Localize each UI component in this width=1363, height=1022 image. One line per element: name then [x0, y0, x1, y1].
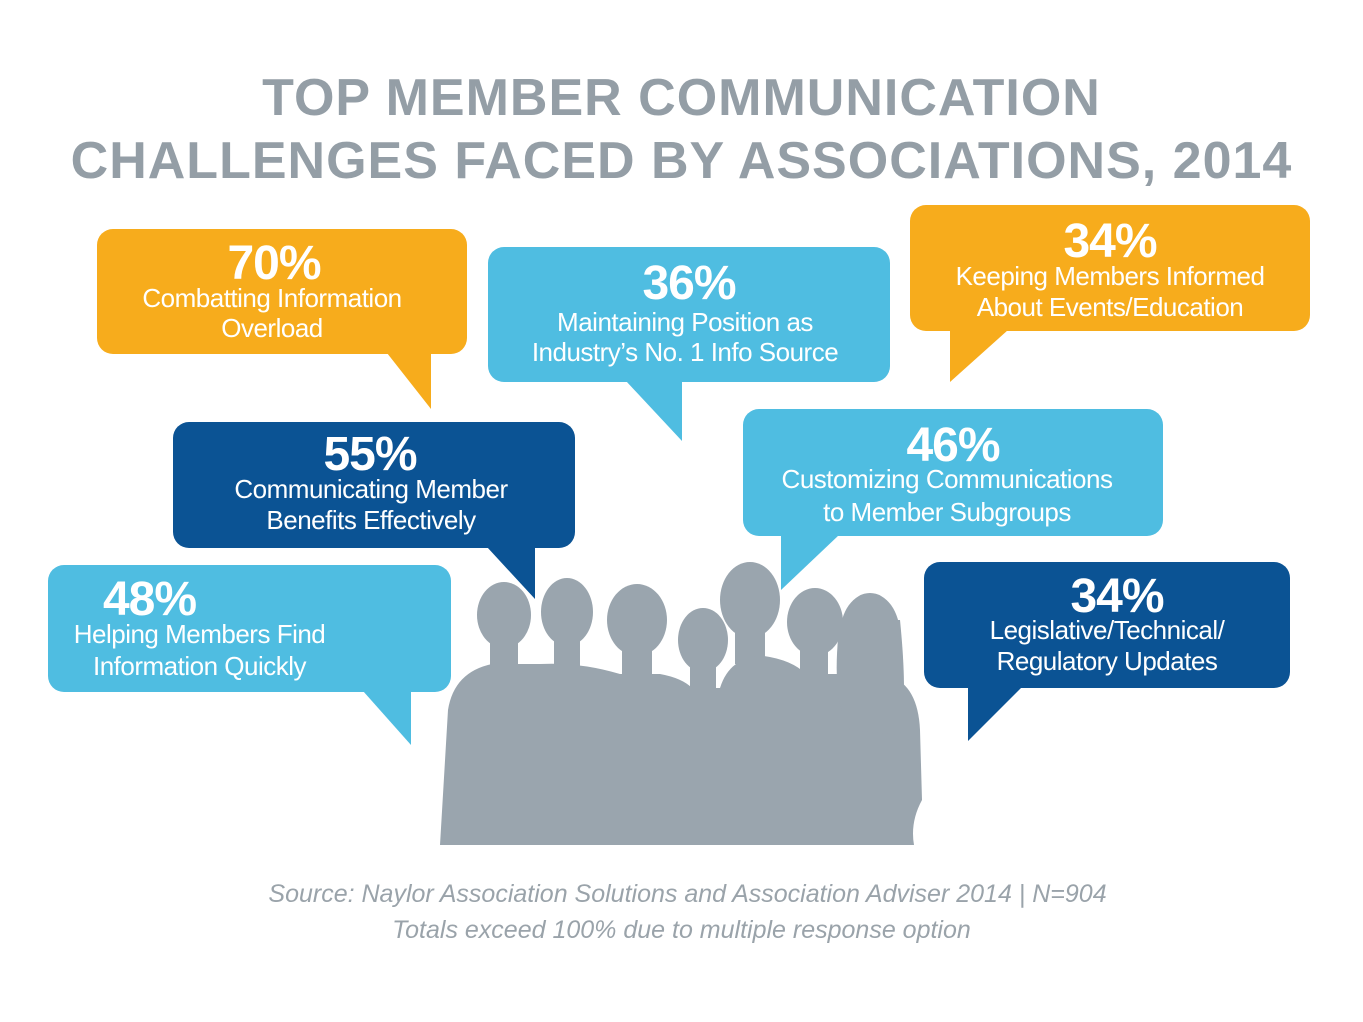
- bubble-tail-shape: [387, 353, 431, 409]
- bubble-customizing-communications: 46% Customizing Communications to Member…: [743, 409, 1163, 599]
- bar-category-label-line-2: Industry’s No. 1 Info Source: [531, 337, 839, 367]
- bubble-tail-shape: [781, 535, 839, 590]
- chart-title-line-1: TOP MEMBER COMMUNICATION: [262, 69, 1101, 127]
- bar-category-label-line-1: Customizing Communications: [781, 464, 1113, 494]
- bubble-box: [743, 409, 1163, 536]
- bar-category-label-line-1: Helping Members Find: [73, 619, 326, 649]
- bubble-tail-shape: [487, 547, 535, 599]
- bar-category-label-line-2: Information Quickly: [92, 651, 307, 681]
- bubble-combatting-information-overload: 70% Combatting Information Overload: [97, 229, 467, 409]
- bubble-box: [488, 247, 890, 382]
- bubble-legislative-updates: 34% Legislative/Technical/ Regulatory Up…: [924, 562, 1290, 747]
- bubble-tail-shape: [626, 381, 682, 441]
- bar-value-label: 70%: [227, 237, 321, 290]
- bar-category-label-line-1: Combatting Information: [142, 283, 402, 313]
- chart-title-line-2: CHALLENGES FACED BY ASSOCIATIONS, 2014: [70, 132, 1293, 190]
- bar-value-label: 46%: [906, 419, 1000, 472]
- bar-category-label-line-2: Benefits Effectively: [266, 505, 476, 535]
- bubble-tail-shape: [363, 691, 411, 745]
- bar-category-label-line-1: Maintaining Position as: [557, 307, 813, 337]
- bubble-box: [924, 562, 1290, 688]
- bubble-keeping-members-informed: 34% Keeping Members Informed About Event…: [910, 205, 1310, 385]
- bubble-box: [173, 422, 575, 548]
- bubble-box: [910, 205, 1310, 331]
- source-note: Source: Naylor Association Solutions and…: [268, 880, 1107, 908]
- bar-value-label: 34%: [1070, 570, 1164, 623]
- bubble-tail-shape: [968, 687, 1022, 741]
- bar-category-label-line-1: Legislative/Technical/: [989, 615, 1225, 645]
- bubble-maintaining-position: 36% Maintaining Position as Industry’s N…: [488, 247, 890, 447]
- bar-value-label: 36%: [642, 257, 736, 310]
- people-silhouette-icon: [440, 562, 922, 845]
- bubble-communicating-member-benefits: 55% Communicating Member Benefits Effect…: [173, 422, 575, 602]
- bar-category-label-line-2: Overload: [221, 313, 323, 343]
- bubble-tail-shape: [950, 330, 1008, 382]
- bar-category-label-line-2: Regulatory Updates: [996, 646, 1218, 676]
- footnote: Totals exceed 100% due to multiple respo…: [392, 916, 971, 944]
- bar-category-label-line-1: Keeping Members Informed: [955, 261, 1265, 291]
- bubble-box: [48, 565, 451, 692]
- bar-category-label-line-2: to Member Subgroups: [823, 497, 1071, 527]
- bar-value-label: 48%: [102, 573, 197, 626]
- silhouette-shape: [440, 562, 922, 845]
- bar-value-label: 55%: [323, 428, 417, 481]
- bar-category-label-line-2: About Events/Education: [976, 292, 1244, 322]
- bar-category-label-line-1: Communicating Member: [234, 474, 508, 504]
- bubble-helping-members-find-info: 48% Helping Members Find Information Qui…: [48, 565, 451, 750]
- bubble-box: [97, 229, 467, 354]
- bar-value-label: 34%: [1063, 215, 1157, 268]
